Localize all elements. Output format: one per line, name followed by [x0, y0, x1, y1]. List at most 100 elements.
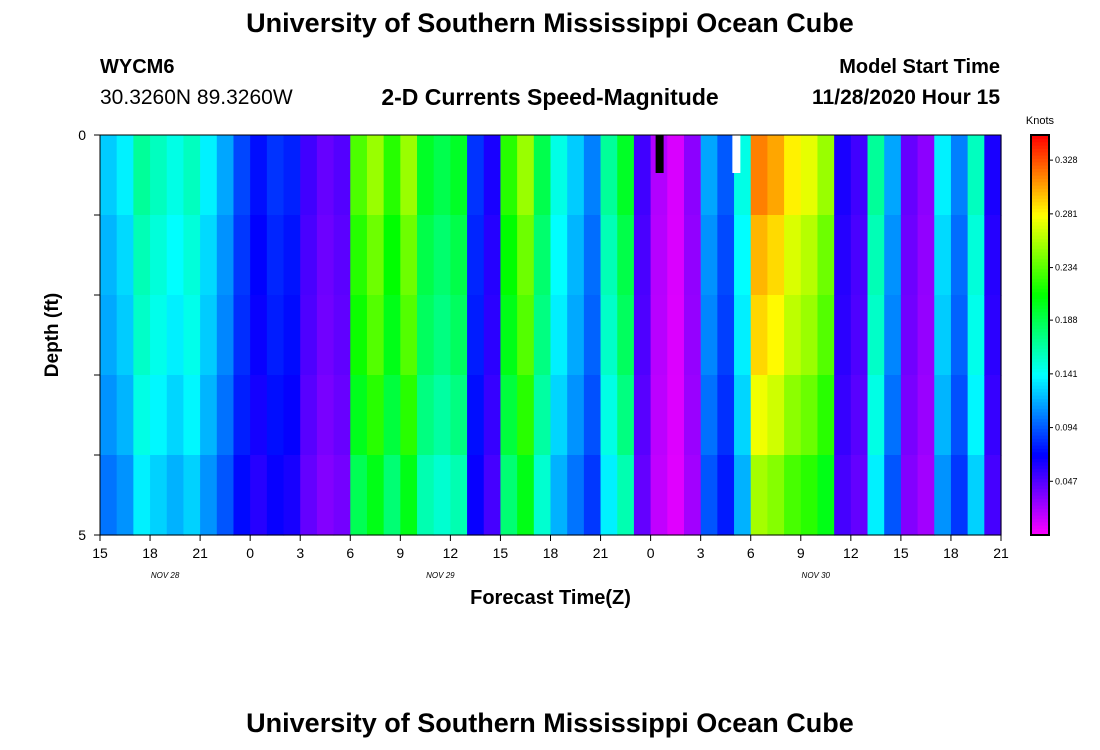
heatmap-cell	[383, 455, 401, 536]
colorbar-segment	[1031, 411, 1049, 416]
heatmap-cell	[834, 295, 852, 376]
heatmap-cell	[884, 135, 902, 216]
colorbar-segment	[1031, 315, 1049, 319]
heatmap-cell	[250, 375, 268, 456]
colorbar-segment	[1031, 255, 1049, 259]
x-tick-label: 6	[346, 545, 354, 561]
colorbar-segment	[1031, 335, 1049, 339]
heatmap-cell	[216, 295, 235, 376]
heatmap-cell	[250, 135, 268, 216]
heatmap-cell	[617, 455, 635, 536]
heatmap-cell	[834, 135, 852, 216]
heatmap-cell	[383, 215, 401, 296]
heatmap-cell	[633, 375, 652, 456]
heatmap-cell	[133, 455, 151, 536]
heatmap-cell	[266, 135, 285, 216]
heatmap-cell	[533, 295, 552, 376]
heatmap-cell	[617, 135, 635, 216]
heatmap-cell	[500, 135, 518, 216]
heatmap-cell	[650, 215, 668, 296]
heatmap-cell	[133, 295, 151, 376]
heatmap-cell	[834, 455, 852, 536]
heatmap-cell	[467, 455, 485, 536]
heatmap-cell	[667, 215, 685, 296]
x-tick-label: 0	[647, 545, 655, 561]
heatmap-cell	[967, 215, 985, 296]
heatmap-cell	[150, 295, 168, 376]
heatmap-cell	[650, 455, 668, 536]
colorbar-segment	[1031, 371, 1049, 376]
heatmap-cell	[600, 455, 618, 536]
heatmap-cell	[533, 375, 552, 456]
heatmap-cell	[450, 295, 468, 376]
heatmap-cell	[250, 295, 268, 376]
heatmap-cell	[900, 455, 919, 536]
heatmap-cell	[166, 455, 185, 536]
heatmap-cell	[283, 135, 301, 216]
heatmap-cell	[667, 455, 685, 536]
heatmap-cell	[533, 455, 552, 536]
x-tick-label: 18	[943, 545, 959, 561]
colorbar-segment	[1031, 408, 1049, 413]
heatmap-cell	[984, 375, 1002, 456]
heatmap-cell	[750, 295, 769, 376]
heatmap-cell	[583, 455, 602, 536]
heatmap-cell	[800, 135, 819, 216]
heatmap-cell	[400, 295, 418, 376]
heatmap-cell	[333, 455, 351, 536]
heatmap-cell	[950, 295, 969, 376]
heatmap-cell	[183, 375, 201, 456]
colorbar-segment	[1031, 241, 1049, 246]
colorbar-segment	[1031, 358, 1049, 363]
colorbar-segment	[1031, 528, 1049, 533]
colorbar-segment	[1031, 445, 1049, 449]
heatmap-cell	[700, 295, 718, 376]
colorbar-segment	[1031, 185, 1049, 189]
heatmap-cell	[333, 295, 351, 376]
colorbar-segment	[1031, 295, 1049, 299]
heatmap-cell	[767, 215, 785, 296]
colorbar-segment	[1031, 258, 1049, 263]
heatmap-cell	[617, 375, 635, 456]
colorbar-title: Knots	[1026, 115, 1055, 127]
heatmap-cell	[100, 455, 118, 536]
colorbar-segment	[1031, 215, 1049, 219]
colorbar-segment	[1031, 265, 1049, 269]
heatmap-cell	[617, 215, 635, 296]
colorbar-segment	[1031, 251, 1049, 256]
colorbar-segment	[1031, 291, 1049, 296]
heatmap-cell	[517, 215, 535, 296]
colorbar-segment	[1031, 531, 1049, 536]
heatmap-cell	[633, 295, 652, 376]
heatmap-cell	[183, 135, 201, 216]
heatmap-cell	[200, 135, 218, 216]
colorbar-segment	[1031, 505, 1049, 509]
heatmap-cell	[884, 455, 902, 536]
colorbar-segment	[1031, 268, 1049, 273]
heatmap-cell	[150, 135, 168, 216]
heatmap-cell	[333, 135, 351, 216]
colorbar-segment	[1031, 468, 1049, 473]
colorbar-tick-label: 0.234	[1055, 263, 1078, 273]
heatmap-cell	[567, 295, 585, 376]
colorbar-segment	[1031, 151, 1049, 156]
heatmap-cell	[817, 455, 835, 536]
heatmap-cell	[600, 135, 618, 216]
heatmap-cell	[934, 295, 952, 376]
heatmap-cell	[867, 375, 885, 456]
colorbar-segment	[1031, 218, 1049, 223]
heatmap-cell	[633, 135, 652, 216]
heatmap-cell	[550, 215, 568, 296]
heatmap-cell	[750, 215, 769, 296]
colorbar-segment	[1031, 491, 1049, 496]
heatmap-cell	[683, 455, 702, 536]
heatmap-cell	[784, 455, 802, 536]
heatmap-cell	[450, 455, 468, 536]
colorbar-segment	[1031, 435, 1049, 439]
month-label: NOV 30	[802, 571, 831, 580]
colorbar-frame	[1030, 134, 1050, 536]
chart-subtitle: 2-D Currents Speed-Magnitude	[381, 84, 719, 110]
heatmap-cell	[366, 455, 385, 536]
heatmap-cell	[583, 135, 602, 216]
heatmap-cell	[850, 455, 869, 536]
